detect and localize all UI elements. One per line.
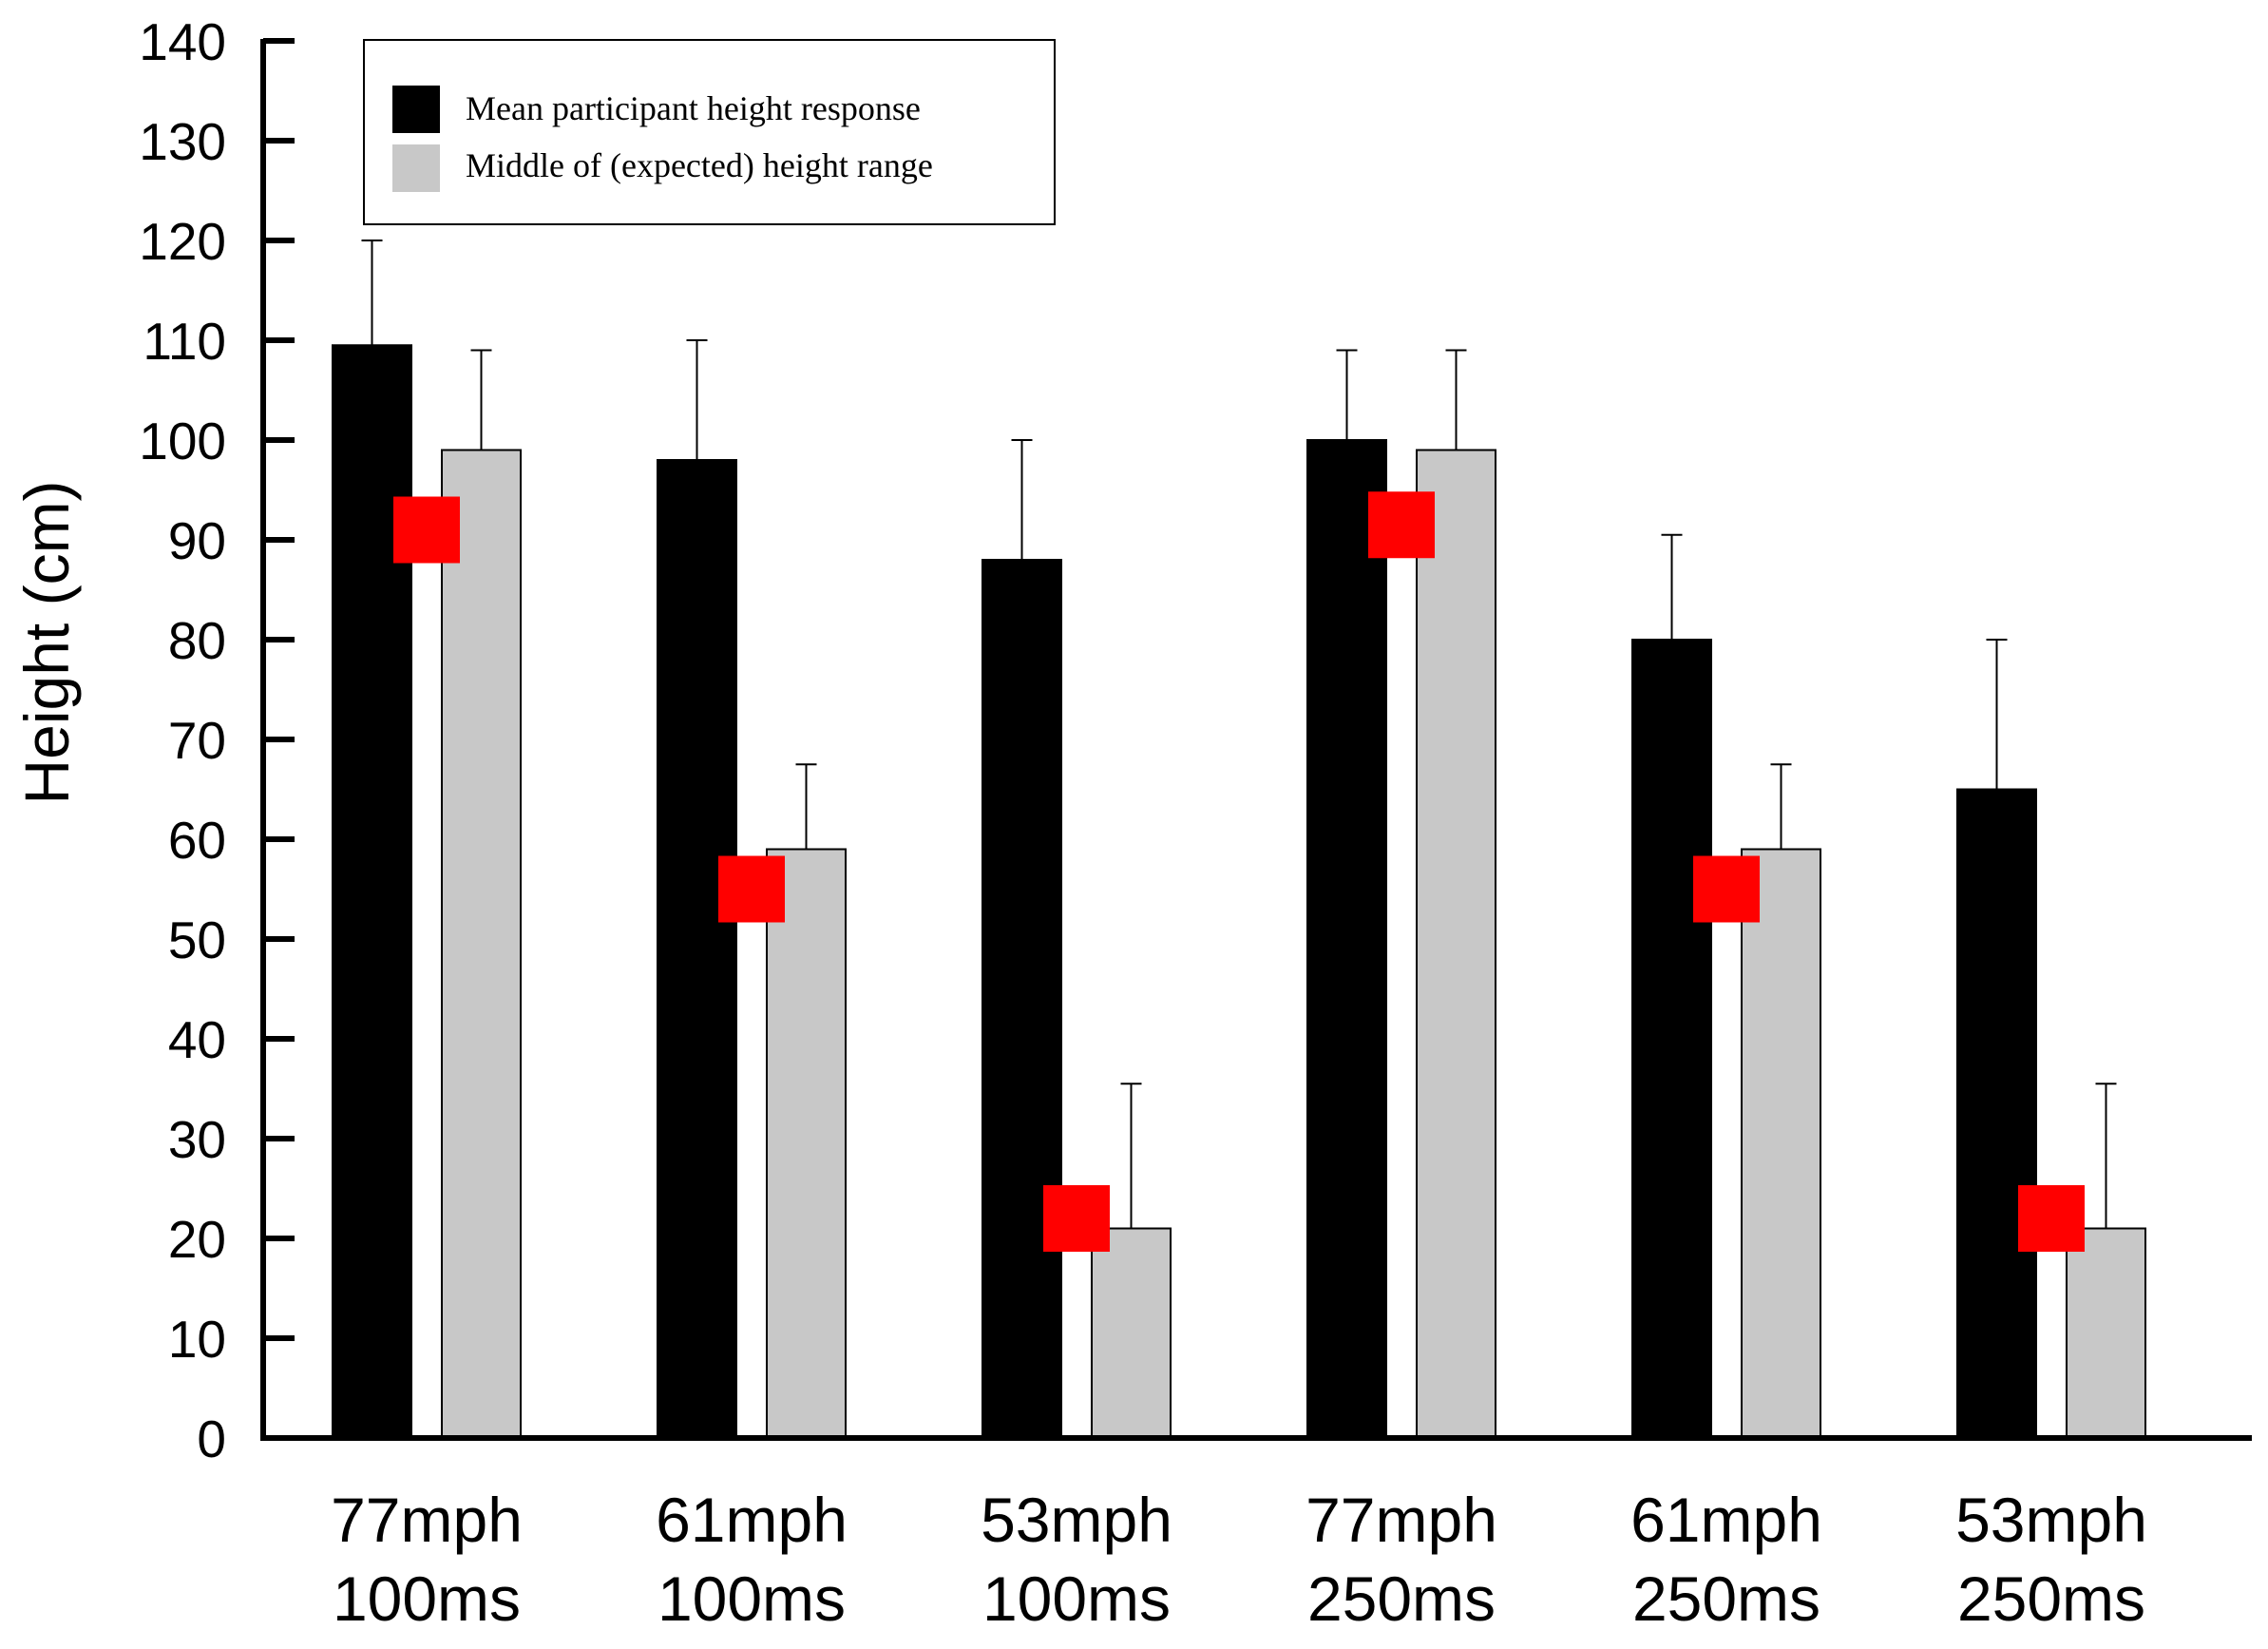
y-tick-label-20: 20 (168, 1210, 226, 1269)
bar-middle-1 (766, 848, 847, 1439)
y-tick-label-130: 130 (139, 112, 226, 171)
legend-swatch-middle (392, 144, 440, 192)
x-tick-label-0-line1: 77mph (331, 1485, 523, 1555)
bar-middle-3 (1416, 449, 1496, 1439)
marker-4 (1693, 855, 1760, 923)
bar-middle-2 (1091, 1227, 1172, 1439)
y-tick-label-90: 90 (168, 511, 226, 570)
bar-middle-5 (2066, 1227, 2146, 1439)
x-tick-label-2-line2: 100ms (982, 1563, 1171, 1634)
legend-label-mean: Mean participant height response (466, 89, 921, 127)
y-tick-label-50: 50 (168, 911, 226, 969)
y-tick-label-30: 30 (168, 1110, 226, 1169)
y-tick-label-40: 40 (168, 1010, 226, 1069)
bar-middle-0 (441, 449, 522, 1439)
marker-1 (718, 855, 785, 923)
legend-swatch-mean (392, 86, 440, 133)
x-tick-label-4-line1: 61mph (1630, 1485, 1822, 1555)
plot-area: 77mph 100ms 61mph 100ms 53mph 100ms 77mph 250ms… (139, 12, 2252, 1634)
bar-mean-5 (1956, 788, 2037, 1439)
legend: Mean participant height response Middle … (363, 39, 1056, 225)
marker-5 (2018, 1185, 2085, 1252)
bar-mean-4 (1631, 639, 1712, 1439)
y-tick-label-110: 110 (143, 312, 226, 371)
legend-label-middle: Middle of (expected) height range (466, 146, 933, 184)
y-tick-label-140: 140 (139, 12, 226, 71)
y-tick-label-80: 80 (168, 611, 226, 670)
x-tick-label-3-line2: 250ms (1307, 1563, 1496, 1634)
bar-mean-1 (657, 459, 737, 1439)
x-tick-label-2-line1: 53mph (981, 1485, 1172, 1555)
y-tick-label-120: 120 (139, 212, 226, 271)
x-tick-label-5-line1: 53mph (1955, 1485, 2147, 1555)
marker-0 (393, 496, 460, 564)
legend-box (363, 39, 1056, 225)
x-tick-label-3-line1: 77mph (1306, 1485, 1497, 1555)
x-tick-label-1-line2: 100ms (658, 1563, 846, 1634)
y-tick-label-0: 0 (197, 1409, 226, 1468)
marker-3 (1368, 491, 1435, 559)
y-tick-label-10: 10 (168, 1310, 226, 1369)
y-tick-label-70: 70 (168, 711, 226, 770)
x-tick-label-4-line2: 250ms (1632, 1563, 1820, 1634)
y-tick-label-100: 100 (139, 412, 226, 470)
x-tick-label-1-line1: 61mph (656, 1485, 848, 1555)
bar-mean-2 (982, 559, 1062, 1439)
bar-middle-4 (1741, 848, 1821, 1439)
y-axis-label: Height (cm) (11, 480, 82, 804)
marker-2 (1043, 1185, 1110, 1252)
x-tick-label-5-line2: 250ms (1957, 1563, 2145, 1634)
x-tick-label-0-line2: 100ms (333, 1563, 521, 1634)
y-tick-label-60: 60 (168, 811, 226, 870)
bar-mean-3 (1306, 439, 1387, 1439)
